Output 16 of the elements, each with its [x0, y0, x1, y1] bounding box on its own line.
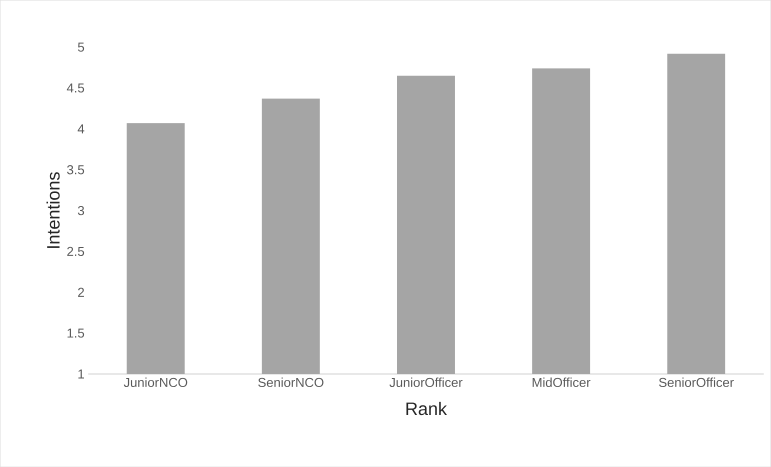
y-tick-label: 4 — [78, 124, 84, 134]
y-tick-label: 1 — [78, 369, 84, 378]
y-tick-label: 3.5 — [67, 165, 84, 174]
x-tick-label: MidOfficer — [532, 377, 590, 387]
x-tick-label: SeniorOfficer — [659, 377, 734, 387]
y-tick-label: 4.5 — [66, 83, 84, 92]
y-tick-label: 3 — [78, 206, 84, 216]
y-tick-label: 2 — [78, 288, 84, 297]
x-tick-label: JuniorNCO — [124, 377, 188, 387]
x-tick-label: SeniorNCO — [258, 377, 324, 387]
x-axis-title: Rank — [406, 402, 448, 416]
y-tick-label: 2.5 — [67, 246, 84, 256]
y-tick-label: 1.5 — [68, 328, 84, 338]
y-tick-label: 5 — [78, 42, 84, 52]
x-tick-label: JuniorOfficer — [389, 377, 462, 387]
y-axis-title: Intentions — [46, 172, 60, 248]
